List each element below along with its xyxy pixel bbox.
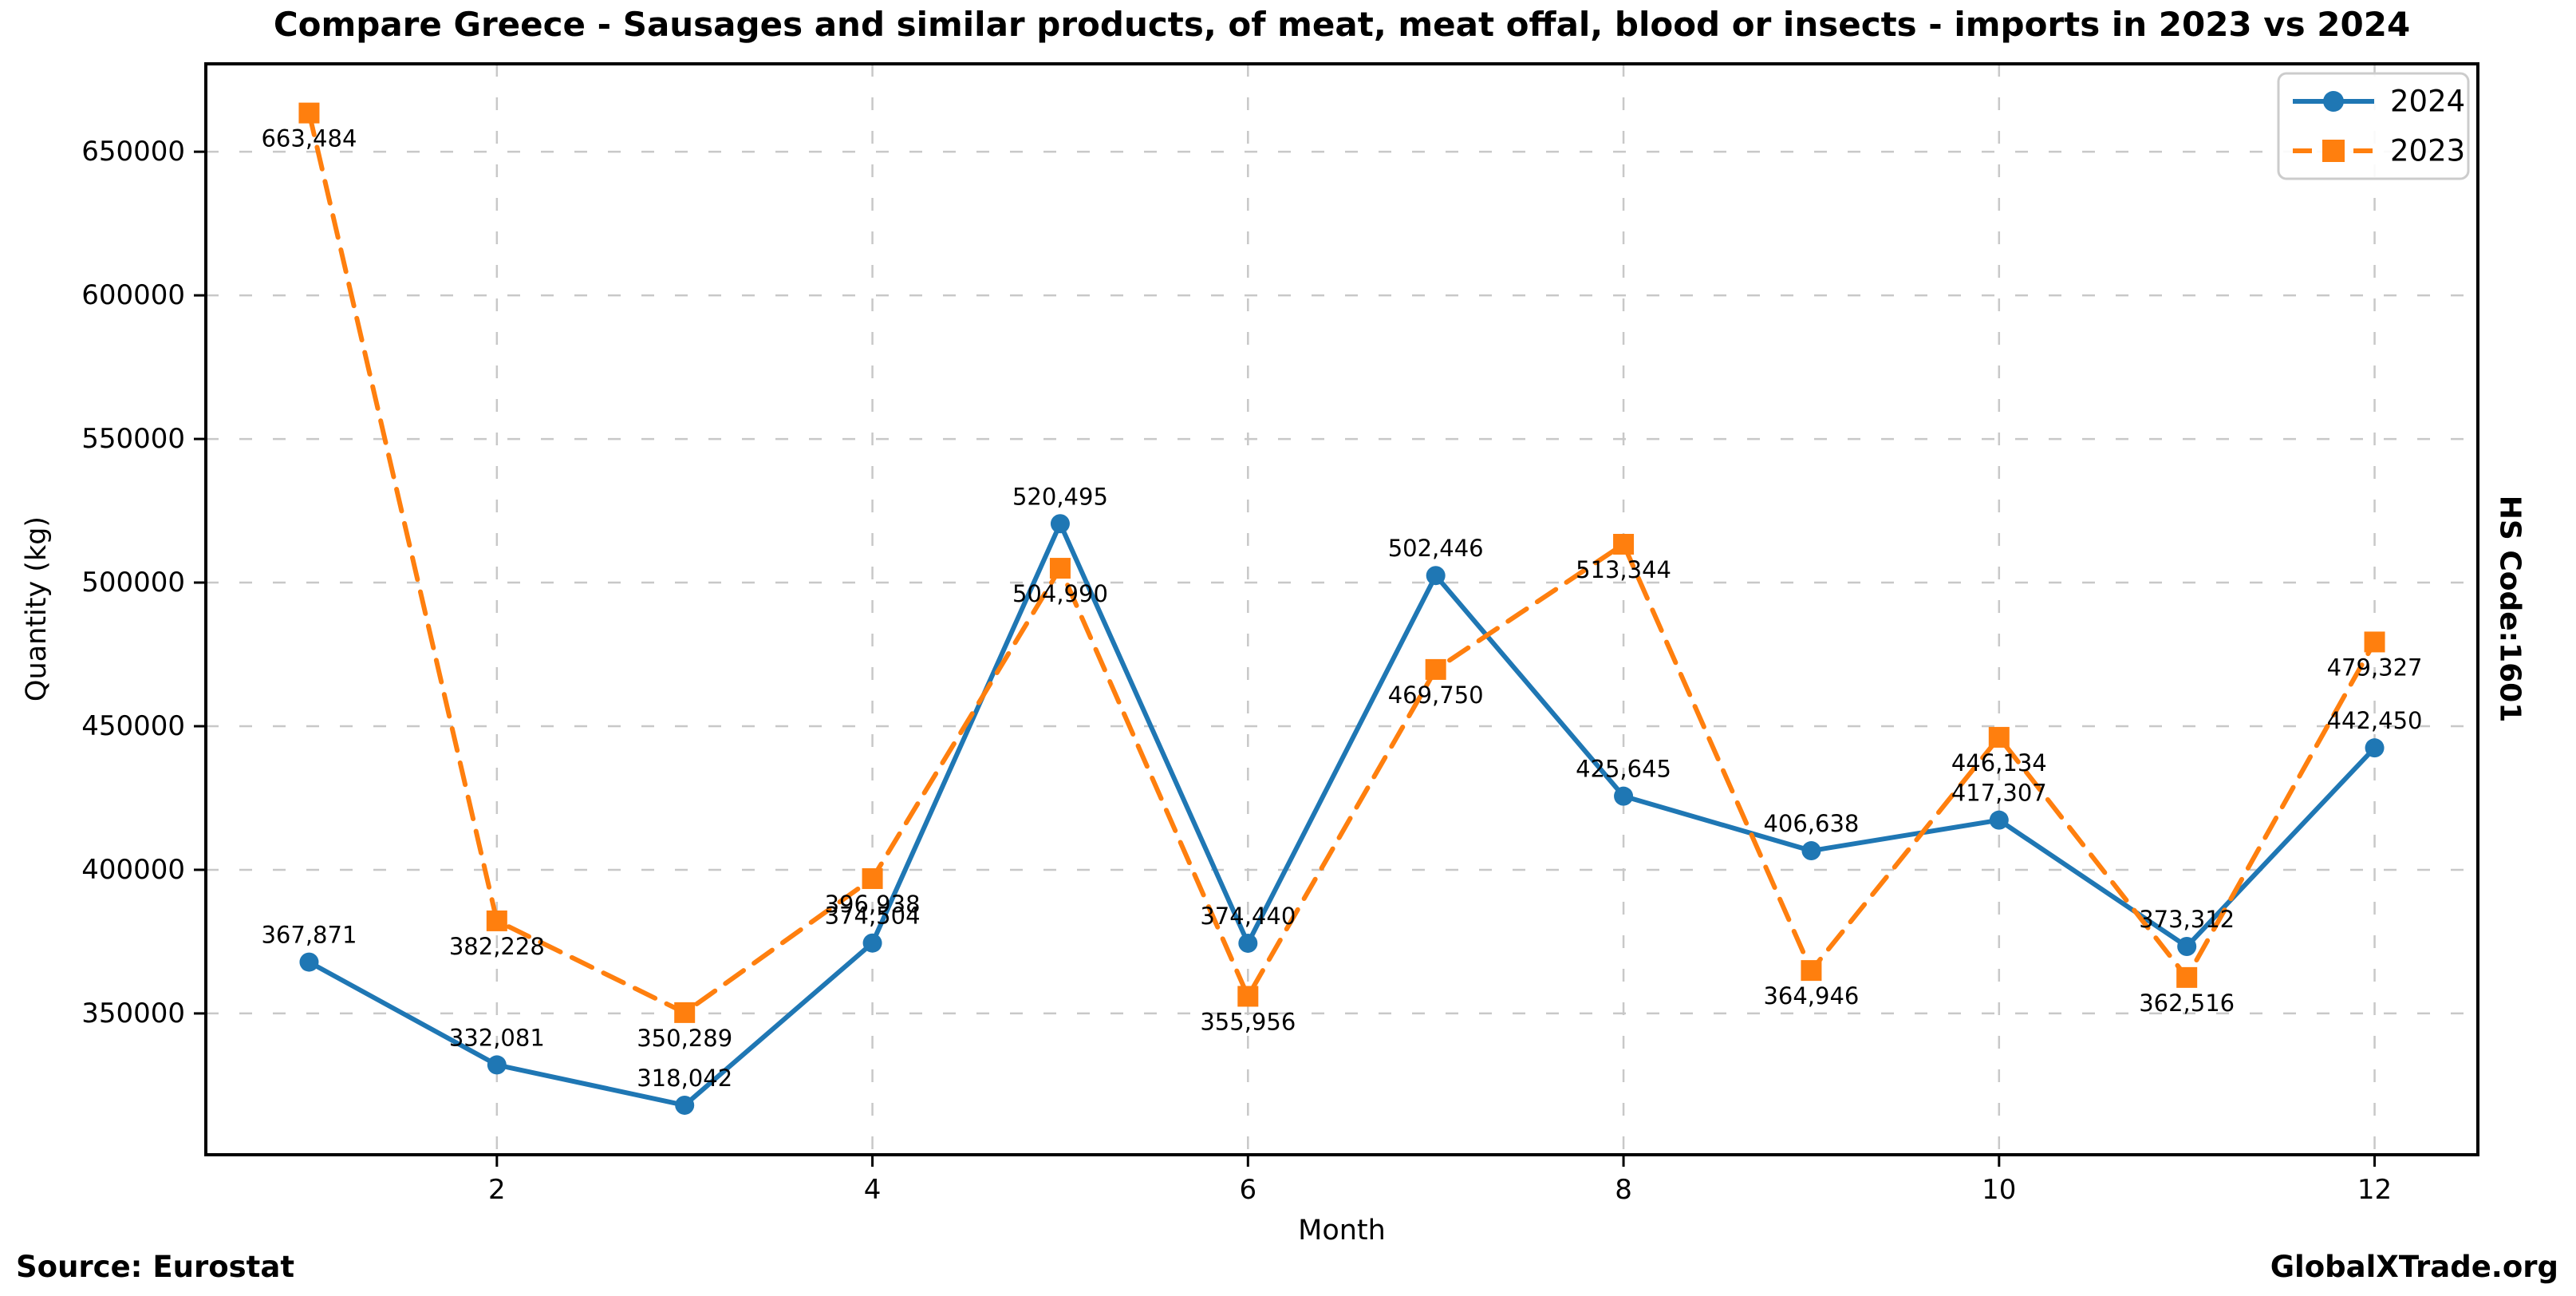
marker-square-2023: [674, 1002, 696, 1023]
marker-square-2023: [1049, 558, 1071, 579]
legend-item-2024: 2024: [2293, 85, 2465, 119]
data-label: 425,645: [1576, 756, 1671, 783]
data-label: 417,307: [1951, 780, 2047, 807]
marker-circle-2024: [1426, 566, 1446, 586]
data-label: 442,450: [2327, 707, 2423, 734]
x-tick-label: 8: [1615, 1174, 1632, 1206]
data-label: 469,750: [1388, 682, 1484, 709]
marker-circle-2024: [299, 952, 319, 972]
y-tick-label: 550000: [81, 423, 185, 455]
y-tick-label: 650000: [81, 136, 185, 168]
marker-square-2023: [486, 910, 507, 931]
data-label: 355,956: [1200, 1008, 1296, 1035]
marker-circle-2024: [1989, 810, 2009, 830]
marker-circle-2024: [1050, 514, 1070, 534]
legend-item-2023: 2023: [2293, 134, 2465, 168]
data-label: 318,042: [637, 1065, 732, 1092]
gridlines: [206, 64, 2478, 1155]
marker-circle-2024: [2365, 738, 2385, 758]
marker-circle-2024: [2177, 937, 2197, 957]
data-label: 350,289: [637, 1025, 732, 1052]
marker-circle-2024: [1238, 933, 1258, 953]
data-label: 374,504: [825, 903, 921, 930]
watermark-label: GlobalXTrade.org: [2270, 1250, 2558, 1284]
data-label: 663,484: [261, 125, 357, 152]
data-label: 362,516: [2139, 990, 2235, 1017]
axis-ticks: 2 4 6 8 10 12 350000 400000 450000 500000 550000 60…: [81, 136, 2392, 1206]
x-tick-label: 2: [488, 1174, 506, 1206]
data-label: 374,440: [1200, 903, 1296, 930]
marker-square-2023: [862, 867, 883, 889]
data-label: 513,344: [1576, 556, 1671, 583]
legend-label: 2024: [2390, 85, 2465, 119]
marker-circle-2024: [487, 1055, 507, 1075]
y-tick-label: 400000: [81, 854, 185, 886]
series-2024: [299, 514, 2385, 1115]
data-label: 364,946: [1763, 982, 1859, 1010]
data-label: 479,327: [2327, 654, 2423, 681]
source-label: Source: Eurostat: [16, 1250, 295, 1284]
data-label: 382,228: [449, 933, 545, 960]
marker-square-2023: [2364, 631, 2385, 653]
data-label: 332,081: [449, 1024, 545, 1051]
marker-circle-2024: [1614, 786, 1634, 806]
marker-square-2023: [298, 102, 320, 124]
legend-label: 2023: [2390, 134, 2465, 168]
data-labels-2024: 367,871 332,081 318,042 374,504 520,495 374,4…: [261, 483, 2422, 1092]
marker-circle-2024: [862, 933, 882, 953]
x-axis-label: Month: [1298, 1215, 1386, 1247]
y-tick-label: 600000: [81, 279, 185, 311]
marker-square-2023: [1801, 960, 1822, 982]
series-line-2023: [306, 110, 2377, 1015]
y-tick-label: 500000: [81, 567, 185, 599]
data-label: 406,638: [1763, 810, 1859, 837]
marker-square-2023: [1425, 658, 1446, 680]
data-label: 373,312: [2139, 906, 2235, 933]
legend-marker-circle: [2323, 91, 2344, 112]
series-2023: [298, 102, 2385, 1023]
y-tick-label: 350000: [81, 998, 185, 1029]
data-label: 367,871: [261, 922, 357, 949]
marker-circle-2024: [1801, 841, 1821, 861]
marker-square-2023: [1237, 986, 1259, 1007]
marker-circle-2024: [675, 1095, 695, 1115]
chart-title: Compare Greece - Sausages and similar pr…: [273, 5, 2411, 44]
plot-frame: [204, 62, 2479, 1156]
data-label: 520,495: [1012, 483, 1108, 510]
x-tick-label: 4: [864, 1174, 882, 1206]
data-label: 504,990: [1012, 580, 1108, 607]
y-tick-label: 450000: [81, 710, 185, 742]
data-label: 446,134: [1951, 749, 2047, 776]
marker-square-2023: [1613, 533, 1635, 555]
x-tick-label: 10: [1982, 1174, 2016, 1206]
marker-square-2023: [2176, 966, 2198, 988]
x-tick-label: 12: [2357, 1174, 2392, 1206]
legend: 2024 2023: [2277, 72, 2470, 180]
x-tick-label: 6: [1239, 1174, 1256, 1206]
marker-square-2023: [1988, 726, 2010, 748]
data-label: 396,938: [825, 891, 921, 918]
data-labels-2023: 663,484 382,228 350,289 396,938 504,990 355,9…: [261, 125, 2422, 1052]
legend-marker-square: [2322, 140, 2345, 162]
data-label: 502,446: [1388, 535, 1484, 562]
series-line-2024: [306, 521, 2377, 1108]
